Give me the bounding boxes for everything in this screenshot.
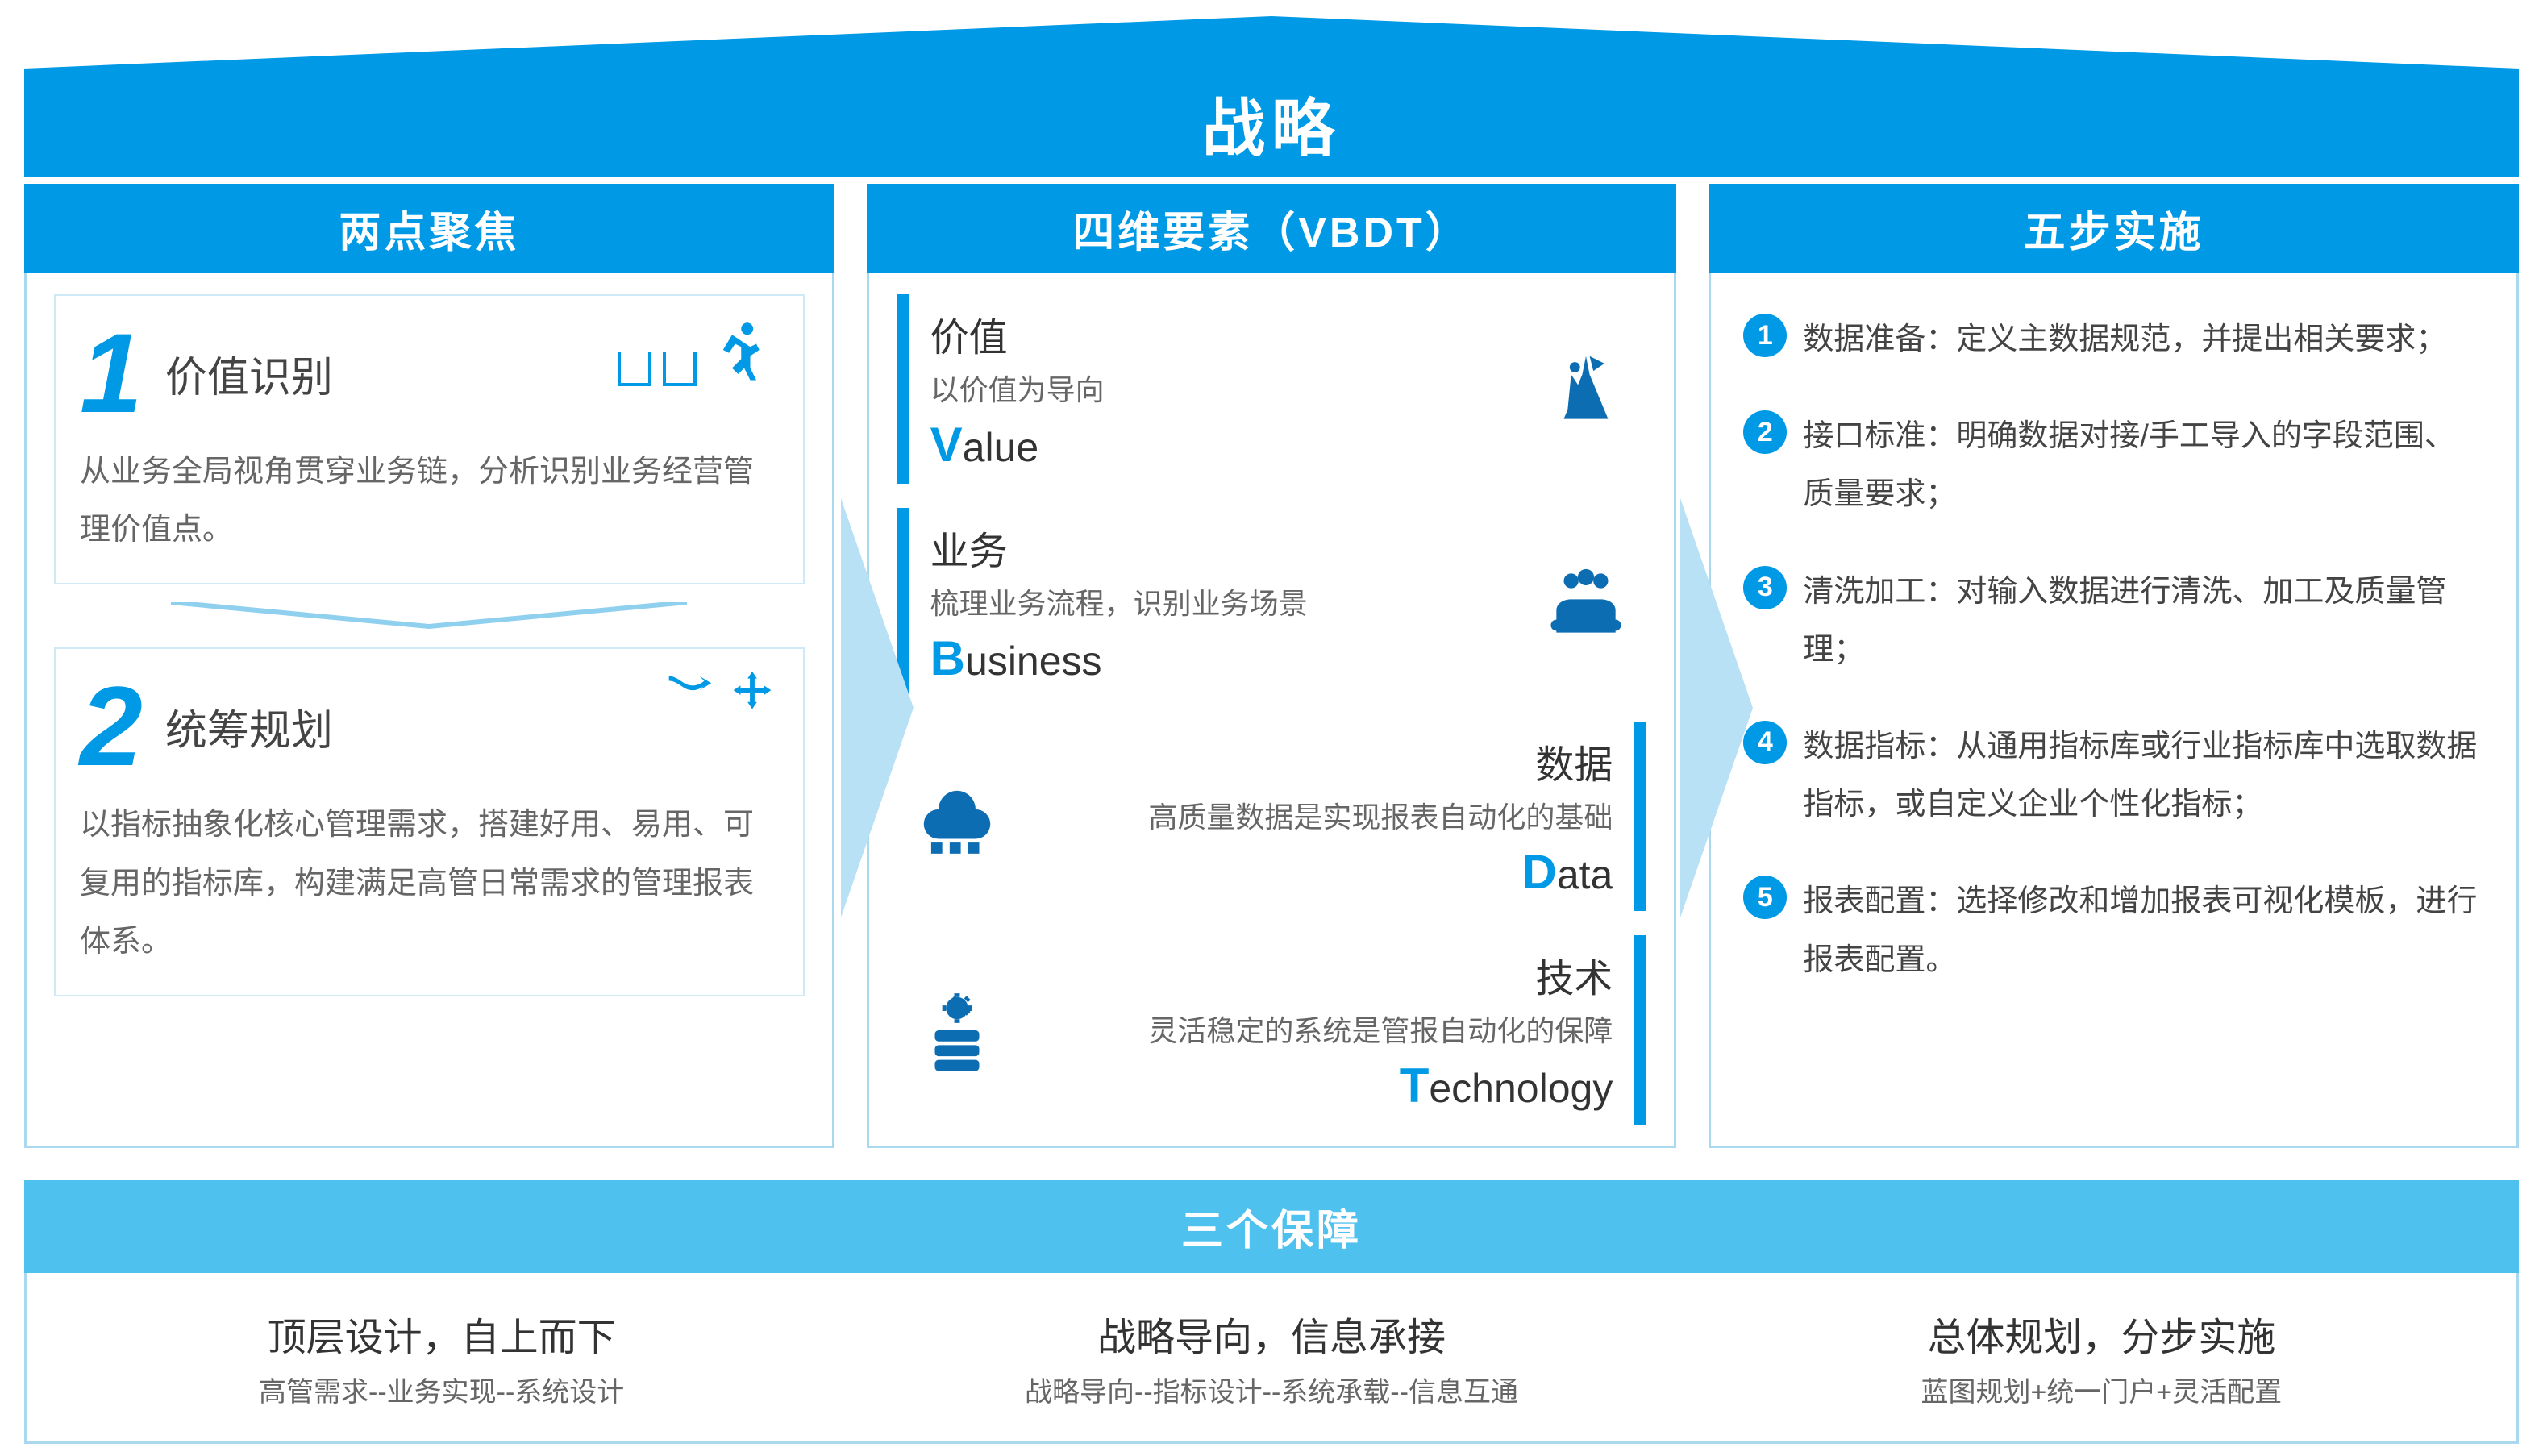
col3-header: 五步实施 xyxy=(1709,184,2519,273)
roof-banner: 战略 xyxy=(24,16,2519,177)
column-five-steps: 五步实施 1 数据准备：定义主数据规范，并提出相关要求； 2 接口标准：明确数据… xyxy=(1709,184,2519,1148)
focus-desc-1: 从业务全局视角贯穿业务链，分析识别业务经营管理价值点。 xyxy=(80,443,779,559)
vbdt-tech-sub: 灵活稳定的系统是管报自动化的保障 xyxy=(913,1008,1613,1050)
g-title: 顶层设计，自上而下 xyxy=(43,1305,840,1362)
vbdt-value: 价值 以价值为导向 Value xyxy=(897,294,1647,484)
step-badge: 1 xyxy=(1743,314,1787,357)
step-item-3: 3 清洗加工：对输入数据进行清洗、加工及质量管理； xyxy=(1743,563,2484,679)
vbdt-data-cn: 数据 xyxy=(913,733,1613,789)
vbdt-business-sub: 梳理业务流程，识别业务场景 xyxy=(930,580,1631,622)
focus-desc-2: 以指标抽象化核心管理需求，搭建好用、易用、可复用的指标库，构建满足高管日常需求的… xyxy=(80,796,779,971)
g-title: 战略导向，信息承接 xyxy=(872,1305,1670,1362)
step-text: 报表配置：选择修改和增加报表可视化模板，进行报表配置。 xyxy=(1803,872,2484,988)
step-list: 1 数据准备：定义主数据规范，并提出相关要求； 2 接口标准：明确数据对接/手工… xyxy=(1738,294,2489,1005)
column-vbdt: 四维要素（VBDT） 价值 以价值为导向 Value 业务 梳理业务流程，识别业… xyxy=(867,184,1677,1148)
guarantee-col-3: 总体规划，分步实施 蓝图规划+统一门户+灵活配置 xyxy=(1687,1297,2516,1417)
vbdt-tech-cn: 技术 xyxy=(913,946,1613,1003)
guarantee-body: 顶层设计，自上而下 高管需求--业务实现--系统设计 战略导向，信息承接 战略导… xyxy=(24,1273,2519,1444)
guarantee-col-1: 顶层设计，自上而下 高管需求--业务实现--系统设计 xyxy=(27,1297,856,1417)
step-item-2: 2 接口标准：明确数据对接/手工导入的字段范围、质量要求； xyxy=(1743,407,2484,523)
step-text: 数据指标：从通用指标库或行业指标库中选取数据指标，或自定义企业个性化指标； xyxy=(1803,718,2484,834)
col3-body: 1 数据准备：定义主数据规范，并提出相关要求； 2 接口标准：明确数据对接/手工… xyxy=(1709,273,2519,1148)
guarantee-header: 三个保障 xyxy=(24,1180,2519,1273)
vbdt-value-en: Value xyxy=(930,417,1631,472)
step-item-1: 1 数据准备：定义主数据规范，并提出相关要求； xyxy=(1743,310,2484,368)
roof-triangle-shape xyxy=(24,16,2519,69)
vbdt-data-sub: 高质量数据是实现报表自动化的基础 xyxy=(913,794,1613,836)
focus-card-2: 2 统筹规划 以指标抽象化核心管理需求，搭建好用、易用、可复用的指标库，构建满足… xyxy=(54,647,805,996)
business-people-icon xyxy=(1542,559,1630,647)
g-sub: 战略导向--指标设计--系统承载--信息互通 xyxy=(872,1370,1670,1409)
col1-header: 两点聚焦 xyxy=(24,184,834,273)
focus-num-2: 2 xyxy=(80,670,143,783)
col1-body: 1 价值识别 从业务全局视角贯穿业务链，分析识别业务经营管理价值点。 xyxy=(24,273,834,1148)
focus-card-1: 1 价值识别 从业务全局视角贯穿业务链，分析识别业务经营管理价值点。 xyxy=(54,294,805,584)
arrows-cluster-icon xyxy=(660,667,780,723)
roof-title: 战略 xyxy=(1202,78,1341,168)
guarantee-col-2: 战略导向，信息承接 战略导向--指标设计--系统承载--信息互通 xyxy=(856,1297,1686,1417)
data-cloud-icon xyxy=(913,772,1001,861)
flow-arrow-1 xyxy=(841,498,914,917)
step-item-4: 4 数据指标：从通用指标库或行业指标库中选取数据指标，或自定义企业个性化指标； xyxy=(1743,718,2484,834)
strategy-framework-diagram: 战略 两点聚焦 1 价值识别 从业务全局视角贯穿业务链，分析识别业务经营 xyxy=(24,16,2519,1444)
step-item-5: 5 报表配置：选择修改和增加报表可视化模板，进行报表配置。 xyxy=(1743,872,2484,988)
vbdt-business: 业务 梳理业务流程，识别业务场景 Business xyxy=(897,508,1647,697)
step-badge: 2 xyxy=(1743,410,1787,454)
down-chevron-icon xyxy=(54,602,805,630)
vbdt-business-en: Business xyxy=(930,630,1631,686)
vbdt-data: 数据 高质量数据是实现报表自动化的基础 Data xyxy=(897,722,1647,911)
vbdt-value-cn: 价值 xyxy=(930,306,1631,362)
tech-gear-icon xyxy=(913,986,1001,1075)
runner-hurdles-icon xyxy=(618,314,780,386)
focus-title-2: 统筹规划 xyxy=(165,697,333,757)
flow-arrow-2 xyxy=(1680,498,1753,917)
step-text: 接口标准：明确数据对接/手工导入的字段范围、质量要求； xyxy=(1803,407,2484,523)
vbdt-technology: 技术 灵活稳定的系统是管报自动化的保障 Technology xyxy=(897,935,1647,1125)
roof-bar: 战略 xyxy=(24,69,2519,177)
col2-header: 四维要素（VBDT） xyxy=(867,184,1677,273)
focus-num-1: 1 xyxy=(80,317,143,430)
step-text: 数据准备：定义主数据规范，并提出相关要求； xyxy=(1803,310,2446,368)
col2-body: 价值 以价值为导向 Value 业务 梳理业务流程，识别业务场景 Busines… xyxy=(867,273,1677,1148)
focus-title-1: 价值识别 xyxy=(165,343,333,404)
g-sub: 高管需求--业务实现--系统设计 xyxy=(43,1370,840,1409)
g-title: 总体规划，分步实施 xyxy=(1703,1305,2500,1362)
vbdt-data-en: Data xyxy=(913,844,1613,900)
vbdt-tech-en: Technology xyxy=(913,1058,1613,1113)
flag-mountain-icon xyxy=(1542,345,1630,434)
vbdt-business-cn: 业务 xyxy=(930,519,1631,576)
step-text: 清洗加工：对输入数据进行清洗、加工及质量管理； xyxy=(1803,563,2484,679)
vbdt-value-sub: 以价值为导向 xyxy=(930,367,1631,409)
column-two-focus: 两点聚焦 1 价值识别 从业务全局视角贯穿业务链，分析识别业务经营管理价值点。 xyxy=(24,184,834,1148)
three-columns-row: 两点聚焦 1 价值识别 从业务全局视角贯穿业务链，分析识别业务经营管理价值点。 xyxy=(24,184,2519,1148)
g-sub: 蓝图规划+统一门户+灵活配置 xyxy=(1703,1370,2500,1409)
